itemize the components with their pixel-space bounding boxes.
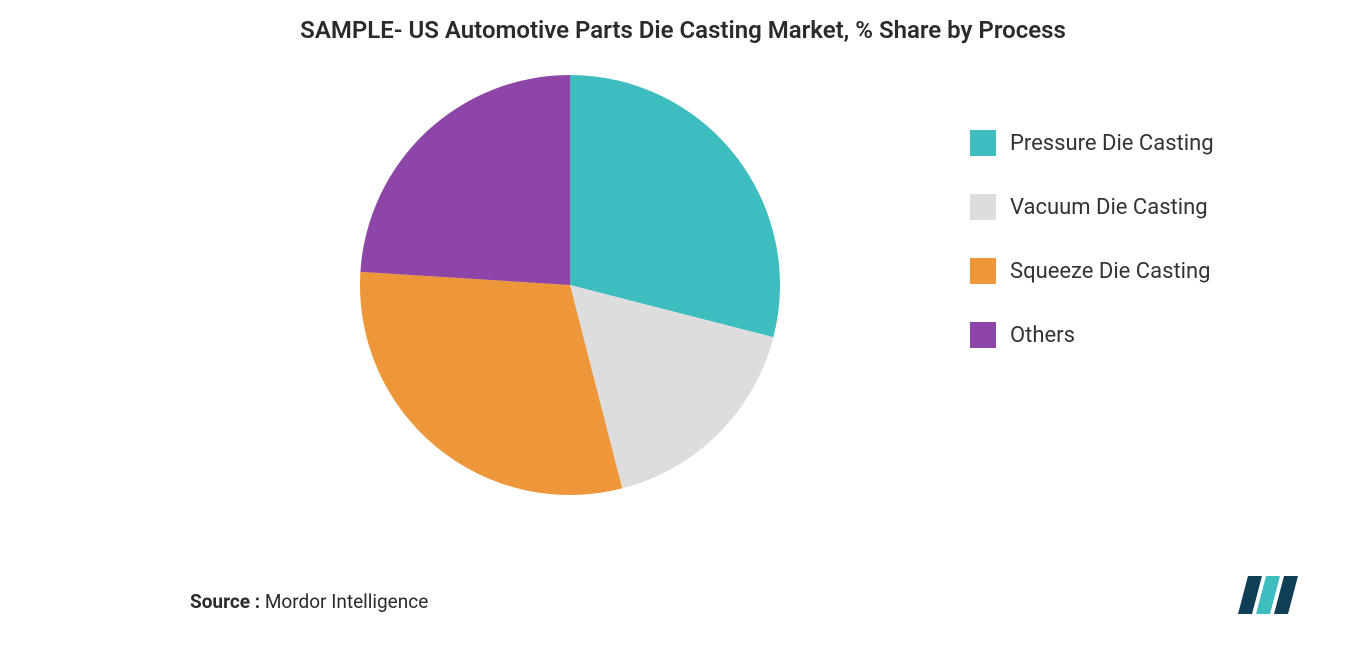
legend-swatch: [970, 322, 996, 348]
legend-item-1: Vacuum Die Casting: [970, 194, 1214, 220]
brand-logo: [1236, 574, 1306, 622]
legend-item-2: Squeeze Die Casting: [970, 258, 1214, 284]
legend-label: Vacuum Die Casting: [1010, 195, 1208, 220]
legend-swatch: [970, 258, 996, 284]
pie-chart: [350, 65, 790, 505]
legend-swatch: [970, 130, 996, 156]
legend-item-0: Pressure Die Casting: [970, 130, 1214, 156]
legend-label: Pressure Die Casting: [1010, 131, 1214, 156]
legend-swatch: [970, 194, 996, 220]
pie-slice-3: [360, 75, 570, 285]
legend-label: Squeeze Die Casting: [1010, 259, 1211, 284]
legend-item-3: Others: [970, 322, 1214, 348]
chart-title: SAMPLE- US Automotive Parts Die Casting …: [0, 16, 1366, 44]
source-attribution: Source : Mordor Intelligence: [190, 590, 428, 613]
source-value: Mordor Intelligence: [265, 590, 428, 613]
legend: Pressure Die Casting Vacuum Die Casting Sq…: [970, 130, 1214, 386]
legend-label: Others: [1010, 323, 1075, 348]
source-label: Source :: [190, 590, 260, 613]
